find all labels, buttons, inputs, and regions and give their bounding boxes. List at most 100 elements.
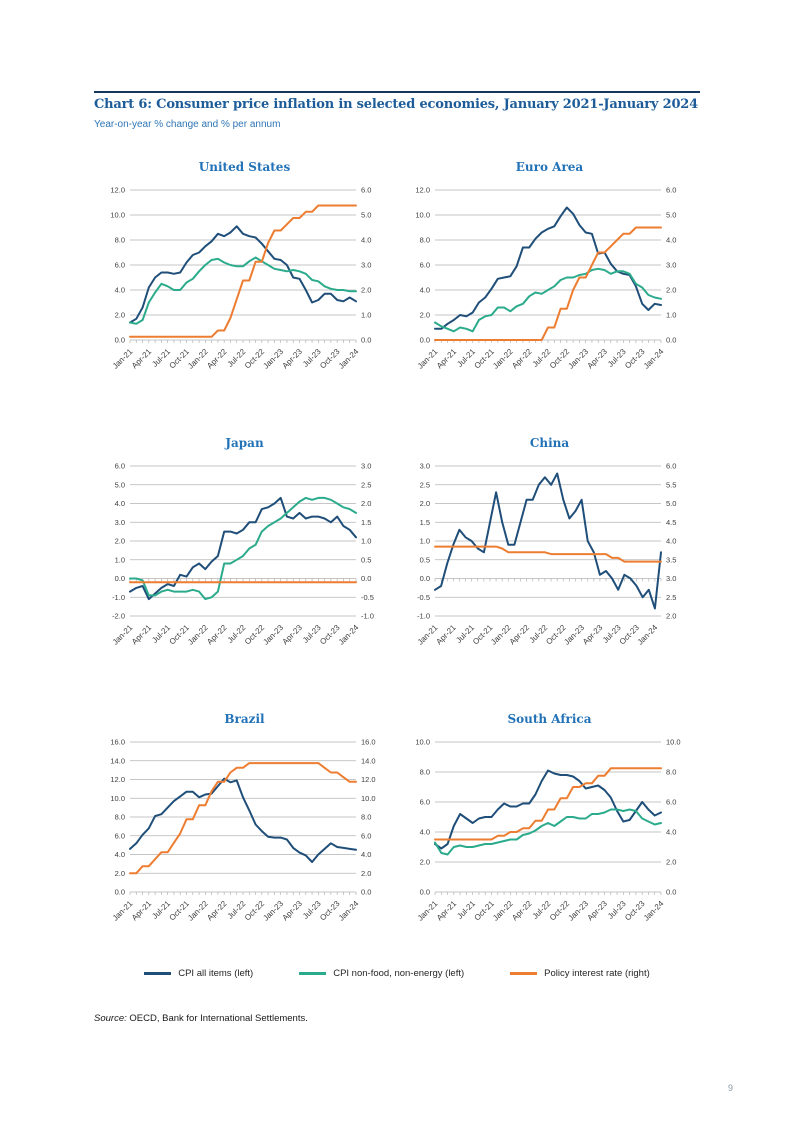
chart-title: Japan <box>225 436 264 450</box>
chart-canvas: 0.0 0.0 2.0 2.0 4.0 4.0 6.0 6.0 8.0 8.0 10.0 10.0 12… <box>110 738 376 923</box>
figure-subtitle: Year-on-year % change and % per annum <box>94 119 281 130</box>
left-axis-tick: 8.0 <box>420 236 430 245</box>
left-axis-tick: 2.5 <box>420 480 430 489</box>
chart-title: Euro Area <box>515 160 584 174</box>
x-axis-label: Apr-23 <box>586 899 610 923</box>
left-axis-tick: 10.0 <box>110 211 125 220</box>
chart-canvas: -1.0 2.0 -0.5 2.5 0.0 3.0 0.5 3.5 1.0 4.0 1.5 4.5 2.… <box>416 462 677 647</box>
right-axis-tick: 1.0 <box>361 537 371 546</box>
x-axis-label: Apr-21 <box>130 347 154 371</box>
x-axis-label: Jan-24 <box>337 899 361 923</box>
right-axis-tick: 5.0 <box>666 499 676 508</box>
chart-title: United States <box>198 160 291 174</box>
legend-item-cpi-non-food-non-energy-left-: CPI non-food, non-energy (left) <box>299 968 464 979</box>
right-axis-tick: 6.0 <box>666 462 676 471</box>
left-axis-tick: 6.0 <box>420 261 430 270</box>
left-axis-tick: 3.0 <box>420 462 430 471</box>
right-axis-tick: 16.0 <box>361 738 376 747</box>
x-axis-label: Jan-21 <box>111 347 135 371</box>
left-axis-tick: 6.0 <box>115 462 125 471</box>
left-axis-tick: 1.5 <box>420 518 430 527</box>
series-cpi-all-items-left- <box>434 206 662 330</box>
right-axis-tick: 6.0 <box>666 798 676 807</box>
right-axis-tick: -1.0 <box>361 612 374 621</box>
left-axis-tick: 6.0 <box>115 261 125 270</box>
chart-title: South Africa <box>507 712 592 726</box>
chart-canvas: 0.0 0.0 2.0 1.0 4.0 2.0 6.0 3.0 8.0 4.0 10.0 5.0 12.… <box>110 186 371 371</box>
left-axis-tick: 12.0 <box>110 186 125 195</box>
left-axis-tick: -0.5 <box>417 593 430 602</box>
series-policy-interest-rate-right- <box>434 545 662 563</box>
left-axis-tick: 6.0 <box>115 831 125 840</box>
x-axis-label: Apr-21 <box>130 623 154 647</box>
right-axis-tick: 3.0 <box>361 462 371 471</box>
left-axis-tick: 6.0 <box>420 798 430 807</box>
right-axis-tick: 1.0 <box>361 311 371 320</box>
x-axis-label: Jan-23 <box>261 623 285 647</box>
legend-item-cpi-all-items-left-: CPI all items (left) <box>144 968 253 979</box>
x-axis-label: Jan-23 <box>261 899 285 923</box>
series-cpi-non-food-non-energy-left- <box>434 808 662 856</box>
x-axis-label: Jan-22 <box>186 347 210 371</box>
series-cpi-non-food-non-energy-left- <box>129 496 357 601</box>
left-axis-tick: 4.0 <box>115 499 125 508</box>
x-axis-label: Jan-22 <box>186 899 210 923</box>
x-axis-label: Apr-23 <box>281 623 305 647</box>
series-policy-interest-rate-right- <box>129 204 357 338</box>
right-axis-tick: 3.5 <box>666 555 676 564</box>
x-axis-label: Apr-22 <box>510 899 534 923</box>
x-axis-label: Jan-22 <box>186 623 210 647</box>
left-axis-tick: 16.0 <box>110 738 125 747</box>
legend: CPI all items (left) CPI non-food, non-en… <box>0 968 794 979</box>
left-axis-tick: 4.0 <box>115 286 125 295</box>
left-axis-tick: 0.0 <box>115 574 125 583</box>
x-axis-label: Apr-23 <box>586 347 610 371</box>
right-axis-tick: 8.0 <box>361 813 371 822</box>
left-axis-tick: 0.0 <box>420 336 430 345</box>
source-note: Source: OECD, Bank for International Set… <box>94 1013 308 1024</box>
x-axis-label: Jan-22 <box>491 899 515 923</box>
right-axis-tick: 0.0 <box>361 888 371 897</box>
figure-title: Chart 6: Consumer price inflation in sel… <box>94 97 698 112</box>
left-axis-tick: 10.0 <box>415 211 430 220</box>
chart-brazil: Brazil 0.0 0.0 2.0 2.0 4.0 4.0 6.0 6.0 8.0 8.0 10.0… <box>92 712 397 943</box>
right-axis-tick: 0.0 <box>361 336 371 345</box>
chart-canvas: 0.0 0.0 2.0 2.0 4.0 4.0 6.0 6.0 8.0 8.0 10.0 10.0 Ja… <box>415 738 681 923</box>
left-axis-tick: 0.0 <box>420 888 430 897</box>
left-axis-tick: 2.0 <box>115 537 125 546</box>
legend-swatch-cpi <box>144 972 172 975</box>
x-axis-label: Jan-21 <box>416 899 440 923</box>
left-axis-tick: -2.0 <box>112 612 125 621</box>
chart-title: China <box>529 436 570 450</box>
right-axis-tick: 8.0 <box>666 768 676 777</box>
left-axis-tick: 4.0 <box>420 828 430 837</box>
left-axis-tick: 14.0 <box>110 756 125 765</box>
right-axis-tick: 2.0 <box>666 286 676 295</box>
left-axis-tick: 1.0 <box>420 537 430 546</box>
charts-grid: United States 0.0 0.0 2.0 1.0 4.0 2.0 6.0 3.0 8.0… <box>92 160 702 943</box>
right-axis-tick: 0.0 <box>361 574 371 583</box>
left-axis-tick: 12.0 <box>110 775 125 784</box>
right-axis-tick: 3.0 <box>666 261 676 270</box>
right-axis-tick: 10.0 <box>666 738 681 747</box>
x-axis-label: Apr-23 <box>581 623 605 647</box>
legend-swatch-core <box>299 972 327 975</box>
x-axis-label: Apr-22 <box>510 347 534 371</box>
x-axis-label: Apr-22 <box>205 347 229 371</box>
x-axis-label: Jan-24 <box>642 899 666 923</box>
header-rule <box>94 91 700 93</box>
x-axis-label: Jan-22 <box>491 347 515 371</box>
left-axis-tick: 2.0 <box>420 499 430 508</box>
right-axis-tick: 5.0 <box>666 211 676 220</box>
right-axis-tick: 0.5 <box>361 555 371 564</box>
x-axis-label: Apr-22 <box>508 623 532 647</box>
left-axis-tick: 0.0 <box>115 888 125 897</box>
right-axis-tick: 2.0 <box>361 499 371 508</box>
left-axis-tick: -1.0 <box>417 612 430 621</box>
left-axis-tick: 0.0 <box>115 336 125 345</box>
right-axis-tick: 0.0 <box>666 336 676 345</box>
right-axis-tick: 2.5 <box>361 480 371 489</box>
left-axis-tick: 2.0 <box>115 869 125 878</box>
x-axis-label: Apr-21 <box>130 899 154 923</box>
